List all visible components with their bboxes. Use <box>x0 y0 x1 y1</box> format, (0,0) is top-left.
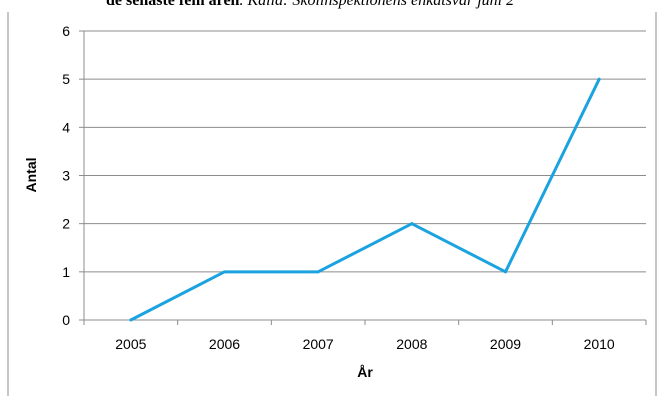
data-point-2009 <box>504 270 507 274</box>
y-axis-label: Antal <box>23 158 39 193</box>
gridlines <box>84 30 646 321</box>
caption-bold-text: de senaste fem åren <box>106 0 240 9</box>
x-tick-label-2008: 2008 <box>396 336 427 352</box>
caption-italic-text: . Källa: Skolinspektionens enkätsvar jun… <box>239 0 515 9</box>
data-point-2010 <box>597 77 601 81</box>
y-tick-label-4: 4 <box>62 119 70 135</box>
y-tick-label-6: 6 <box>62 23 70 39</box>
series-line-group <box>129 77 601 322</box>
y-axis-ticks: 0 1 2 3 4 5 6 <box>62 23 85 328</box>
data-point-2005 <box>129 318 133 322</box>
x-tick-label-2009: 2009 <box>490 336 521 352</box>
x-tick-label-2005: 2005 <box>115 336 146 352</box>
y-tick-label-0: 0 <box>62 312 70 328</box>
x-axis-ticks: 2005 2006 2007 2008 2009 2010 <box>83 320 647 352</box>
y-tick-label-3: 3 <box>62 168 70 184</box>
x-axis-label: År <box>357 364 373 380</box>
figure-caption: de senaste fem åren. Källa: Skolinspekti… <box>0 0 657 12</box>
x-tick-label-2007: 2007 <box>303 336 334 352</box>
y-tick-label-1: 1 <box>62 264 70 280</box>
data-point-2006 <box>223 270 226 274</box>
x-tick-label-2010: 2010 <box>584 336 615 352</box>
data-point-2007 <box>316 270 320 274</box>
y-tick-label-5: 5 <box>62 71 70 87</box>
x-tick-label-2006: 2006 <box>209 336 240 352</box>
series-line <box>130 78 601 322</box>
y-tick-label-2: 2 <box>62 216 70 232</box>
data-point-2008 <box>410 222 414 226</box>
